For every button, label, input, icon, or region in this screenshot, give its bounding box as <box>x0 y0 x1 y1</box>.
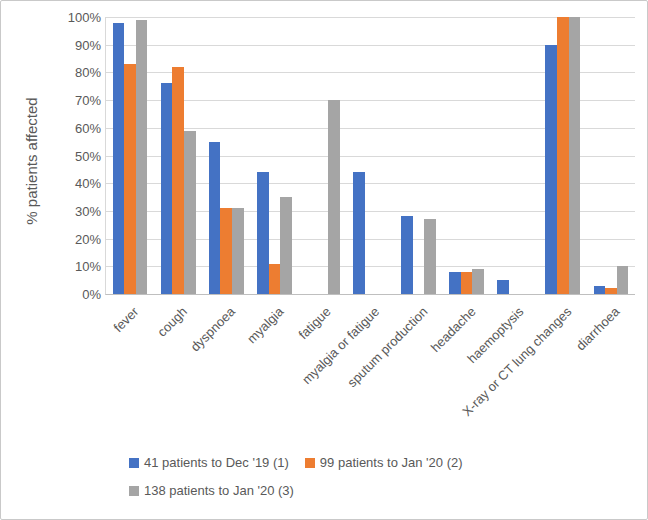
legend-item-series-1: 41 patients to Dec '19 (1) <box>129 455 289 470</box>
y-tick-label: 40% <box>75 176 101 191</box>
bar-x-ray-or-ct-lung-changes-s3 <box>569 17 581 294</box>
y-tick-label: 80% <box>75 65 101 80</box>
category-label-fatigue: fatigue <box>296 304 334 342</box>
category-label-headache: headache <box>427 304 478 355</box>
category-label-myalgia: myalgia <box>244 304 286 346</box>
y-tick-label: 30% <box>75 203 101 218</box>
bar-cough-s2 <box>172 67 184 294</box>
y-tick-label: 100% <box>68 10 101 25</box>
y-tick-label: 90% <box>75 37 101 52</box>
legend-label: 138 patients to Jan '20 (3) <box>144 483 294 498</box>
bar-sputum-production-s1 <box>401 216 413 294</box>
y-tick-label: 60% <box>75 120 101 135</box>
legend-row: 138 patients to Jan '20 (3) <box>129 483 463 498</box>
y-tick-label: 50% <box>75 148 101 163</box>
y-tick-label: 0% <box>82 287 101 302</box>
bar-x-ray-or-ct-lung-changes-s1 <box>545 45 557 294</box>
bar-fever-s3 <box>136 20 148 294</box>
legend-item-series-3: 138 patients to Jan '20 (3) <box>129 483 294 498</box>
bar-dyspnoea-s1 <box>209 142 221 294</box>
y-axis-title: % patients affected <box>23 97 40 224</box>
bar-diarrhoea-s1 <box>594 286 606 294</box>
legend-label: 41 patients to Dec '19 (1) <box>144 455 289 470</box>
legend-label: 99 patients to Jan '20 (2) <box>320 455 463 470</box>
legend: 41 patients to Dec '19 (1) 99 patients to… <box>129 455 463 511</box>
legend-swatch-icon <box>129 458 139 468</box>
bar-chart: % patients affected 100% 90% 80% 70% 60% 50% 4… <box>0 0 648 520</box>
gridline <box>106 17 635 18</box>
bar-cough-s1 <box>161 83 173 294</box>
bar-fever-s2 <box>124 64 136 294</box>
bar-diarrhoea-s2 <box>605 288 617 294</box>
category-label-diarrhoea: diarrhoea <box>573 304 622 353</box>
bar-myalgia-s1 <box>257 172 269 294</box>
y-tick-label: 10% <box>75 259 101 274</box>
category-label-cough: cough <box>154 304 190 340</box>
bar-myalgia-s2 <box>269 264 281 294</box>
bar-cough-s3 <box>184 131 196 294</box>
bar-diarrhoea-s3 <box>617 266 629 294</box>
bar-headache-s1 <box>449 272 461 294</box>
bar-sputum-production-s3 <box>424 219 436 294</box>
plot-area <box>105 17 635 295</box>
legend-row: 41 patients to Dec '19 (1) 99 patients to… <box>129 455 463 470</box>
bar-myalgia-s3 <box>280 197 292 294</box>
bar-headache-s3 <box>472 269 484 294</box>
legend-swatch-icon <box>129 486 139 496</box>
category-label-fever: fever <box>111 304 142 335</box>
bar-fever-s1 <box>113 23 125 294</box>
y-tick-label: 20% <box>75 231 101 246</box>
legend-item-series-2: 99 patients to Jan '20 (2) <box>305 455 463 470</box>
bar-dyspnoea-s2 <box>220 208 232 294</box>
bar-headache-s2 <box>461 272 473 294</box>
bar-myalgia-or-fatigue-s1 <box>353 172 365 294</box>
bar-x-ray-or-ct-lung-changes-s2 <box>557 17 569 294</box>
legend-swatch-icon <box>305 458 315 468</box>
y-tick-label: 70% <box>75 93 101 108</box>
bar-fatigue-s3 <box>328 100 340 294</box>
bar-dyspnoea-s3 <box>232 208 244 294</box>
bar-haemoptysis-s1 <box>497 280 509 294</box>
category-label-dyspnoea: dyspnoea <box>187 304 237 354</box>
